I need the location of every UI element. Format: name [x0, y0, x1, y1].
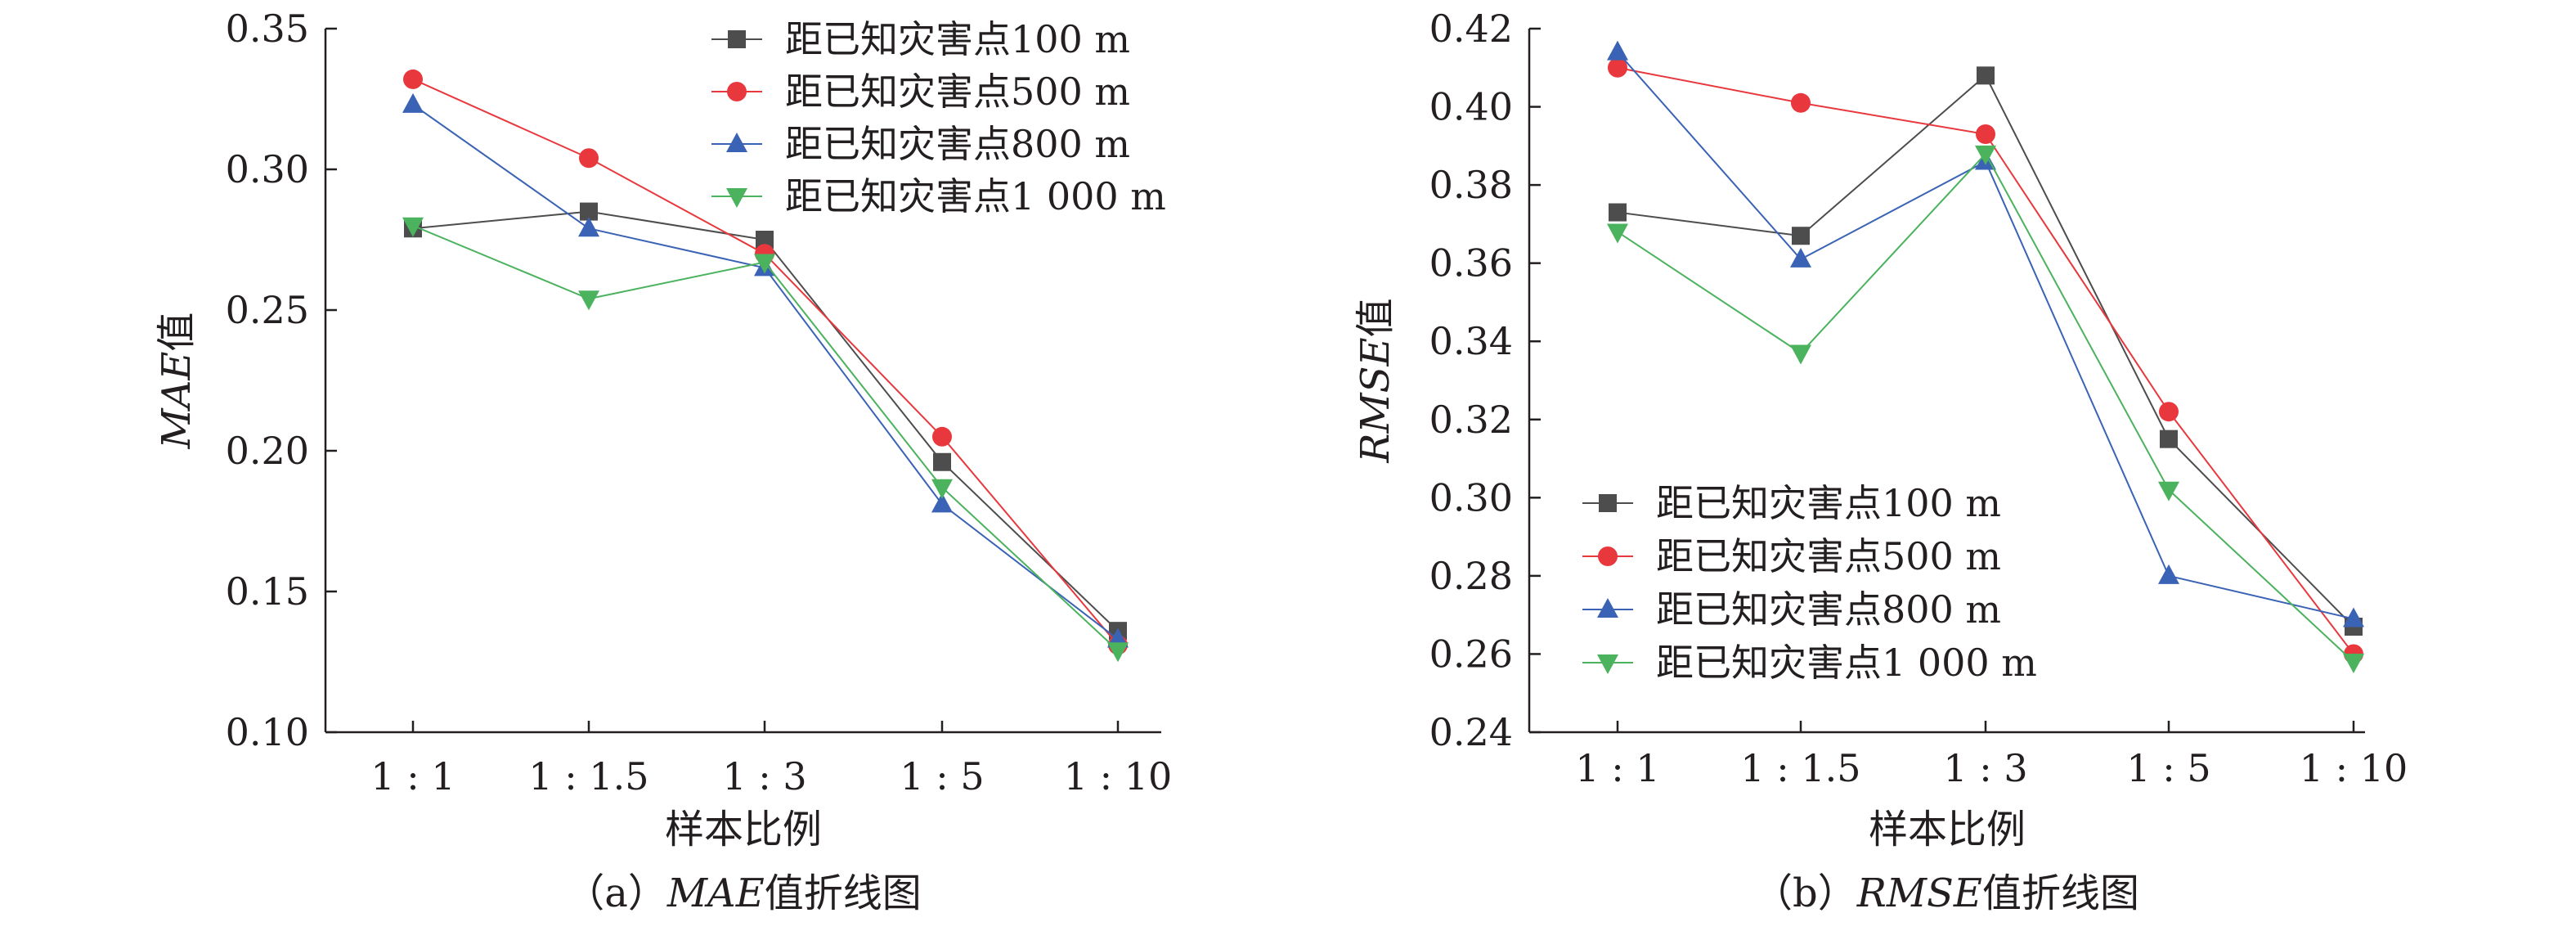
y-axis-title-metric: RMSE: [1353, 337, 1398, 463]
figure-caption: （a）MAE值折线图: [565, 870, 922, 916]
data-point-marker: [1607, 40, 1628, 61]
y-axis-title: RMSE值: [1353, 298, 1398, 463]
data-point-marker: [1792, 227, 1810, 245]
y-tick-label: 0.24: [1429, 710, 1513, 754]
y-tick-label: 0.28: [1429, 554, 1513, 598]
data-point-marker: [933, 452, 951, 471]
legend-label: 距已知灾害点1 000 m: [785, 174, 1166, 218]
caption-suffix: 值折线图: [765, 870, 922, 916]
legend-marker: [726, 133, 747, 152]
caption-suffix: 值折线图: [1982, 870, 2139, 916]
x-axis-title: 样本比例: [665, 807, 822, 852]
data-point-marker: [931, 479, 953, 499]
data-point-marker: [2160, 430, 2178, 448]
x-tick-label: 1 : 1: [370, 754, 455, 798]
x-tick-label: 1 : 1.5: [528, 754, 648, 798]
data-point-marker: [1975, 145, 1996, 165]
data-point-marker: [1107, 642, 1129, 663]
data-point-marker: [1790, 344, 1811, 365]
series-line: [1617, 152, 2354, 663]
y-tick-label: 0.38: [1429, 163, 1513, 207]
data-point-marker: [579, 148, 599, 169]
y-axis-title-suffix: 值: [1353, 298, 1398, 337]
data-point-marker: [403, 69, 423, 89]
caption-metric: MAE: [666, 870, 765, 916]
figure-caption: （b）RMSE值折线图: [1753, 870, 2139, 916]
chart-panel-b: 0.24 0.26 0.28 0.30 0.32 0.34 0.36 0.38 0.40 0.42…: [1353, 7, 2408, 916]
legend-label: 距已知灾害点800 m: [785, 122, 1130, 166]
y-tick-label: 0.30: [226, 147, 309, 191]
x-tick-label: 1 : 5: [2126, 746, 2210, 790]
y-tick-label: 0.34: [1429, 319, 1513, 363]
data-point-marker: [1977, 66, 1995, 85]
data-point-marker: [2158, 564, 2179, 584]
y-tick-label: 0.42: [1429, 7, 1513, 51]
x-tick-label: 1 : 10: [2300, 746, 2408, 790]
data-point-marker: [2343, 607, 2364, 627]
y-tick-label: 0.40: [1429, 85, 1513, 129]
data-point-marker: [931, 492, 953, 513]
y-tick-label: 0.10: [226, 710, 309, 754]
x-axis-title: 样本比例: [1869, 807, 2026, 852]
data-point-marker: [1607, 223, 1628, 244]
data-point-marker: [756, 231, 774, 249]
x-tick-label: 1 : 5: [900, 754, 984, 798]
y-axis-title: MAE值: [154, 313, 200, 450]
caption-metric: RMSE: [1856, 870, 1982, 916]
legend-marker: [728, 30, 746, 48]
data-point-marker: [580, 202, 598, 221]
series-line: [412, 224, 1119, 651]
data-point-marker: [2343, 654, 2364, 673]
data-point-marker: [402, 92, 424, 113]
legend-marker: [1597, 654, 1618, 674]
legend-label: 距已知灾害点500 m: [1656, 534, 2001, 578]
y-tick-label: 0.25: [226, 288, 309, 332]
data-point-marker: [932, 426, 952, 447]
data-point-marker: [402, 217, 424, 237]
data-point-marker: [578, 217, 599, 237]
x-tick-label: 1 : 3: [722, 754, 806, 798]
chart-panel-a: 0.10 0.15 0.20 0.25 0.30 0.35 1 : 1 1 : 1.5 1 : …: [154, 7, 1172, 916]
x-tick-label: 1 : 1.5: [1740, 746, 1860, 790]
y-tick-label: 0.30: [1429, 475, 1513, 519]
data-point-marker: [1609, 203, 1627, 222]
y-axis-title-suffix: 值: [154, 313, 200, 352]
data-point-marker: [2158, 481, 2179, 501]
data-point-marker: [1791, 92, 1811, 113]
data-point-marker: [1608, 57, 1627, 78]
y-tick-label: 0.20: [226, 429, 309, 473]
x-tick-label: 1 : 10: [1064, 754, 1173, 798]
y-tick-label: 0.36: [1429, 241, 1513, 286]
legend-marker: [1598, 546, 1618, 566]
y-tick-label: 0.32: [1429, 398, 1513, 442]
legend-marker: [1597, 598, 1618, 618]
y-axis-title-metric: MAE: [154, 352, 200, 450]
caption-prefix: （a）: [565, 870, 667, 916]
legend-label: 距已知灾害点100 m: [785, 17, 1130, 61]
data-point-marker: [2159, 402, 2179, 422]
data-point-marker: [1976, 124, 1995, 144]
legend-marker: [1599, 494, 1617, 512]
legend-marker: [727, 82, 747, 101]
y-tick-label: 0.26: [1429, 632, 1513, 676]
legend-label: 距已知灾害点100 m: [1656, 481, 2001, 525]
x-tick-label: 1 : 1: [1575, 746, 1659, 790]
data-point-marker: [1790, 247, 1811, 268]
caption-prefix: （b）: [1753, 870, 1857, 916]
legend-label: 距已知灾害点800 m: [1656, 587, 2001, 632]
y-tick-label: 0.15: [226, 569, 309, 614]
y-tick-label: 0.35: [226, 7, 309, 51]
data-point-marker: [578, 290, 599, 311]
x-tick-label: 1 : 3: [1943, 746, 2027, 790]
legend-marker: [726, 188, 747, 208]
legend-label: 距已知灾害点1 000 m: [1656, 641, 2037, 685]
legend-label: 距已知灾害点500 m: [785, 70, 1130, 114]
data-point-marker: [754, 254, 775, 274]
